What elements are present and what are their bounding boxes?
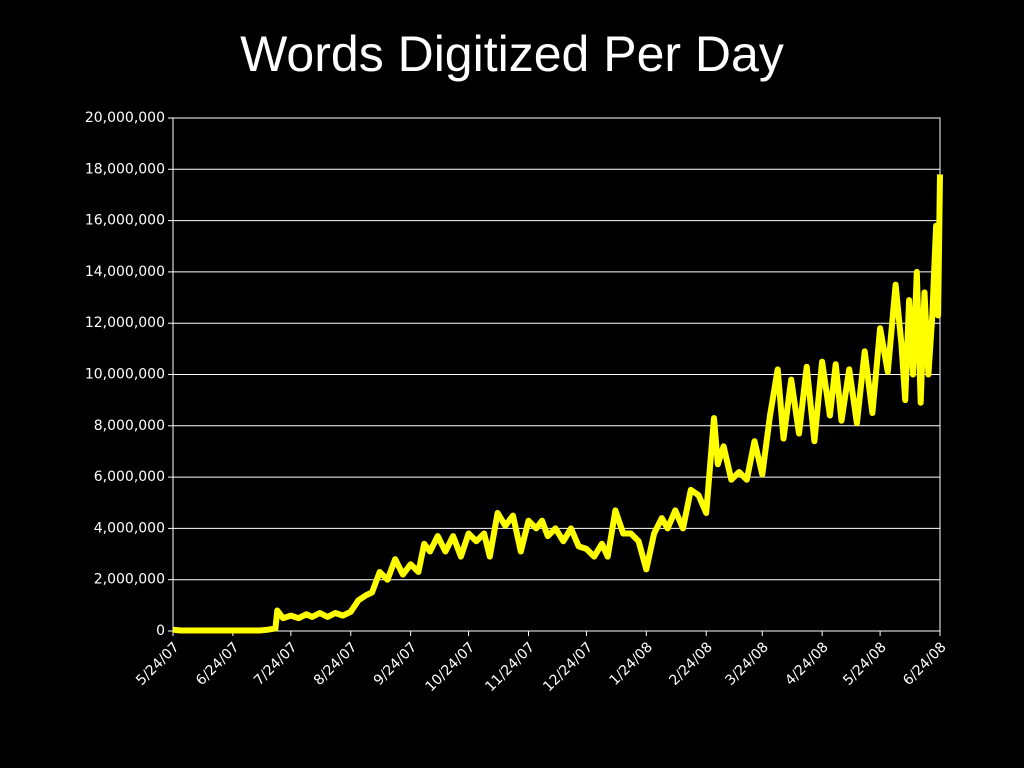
y-tick-label: 10,000,000 [85, 367, 165, 383]
y-tick-label: 6,000,000 [94, 469, 165, 485]
y-tick-label: 12,000,000 [85, 315, 165, 331]
y-tick-label: 14,000,000 [85, 264, 165, 280]
y-tick-label: 20,000,000 [85, 110, 165, 126]
plot-border [172, 117, 941, 632]
y-tick-label: 16,000,000 [85, 213, 165, 229]
y-tick-label: 18,000,000 [85, 161, 165, 177]
chart-title: Words Digitized Per Day [240, 26, 784, 82]
y-tick-label: 2,000,000 [94, 572, 165, 588]
data-line [172, 174, 943, 634]
y-tick-label: 0 [156, 623, 165, 639]
y-tick-label: 4,000,000 [94, 520, 165, 536]
y-tick-label: 8,000,000 [94, 418, 165, 434]
